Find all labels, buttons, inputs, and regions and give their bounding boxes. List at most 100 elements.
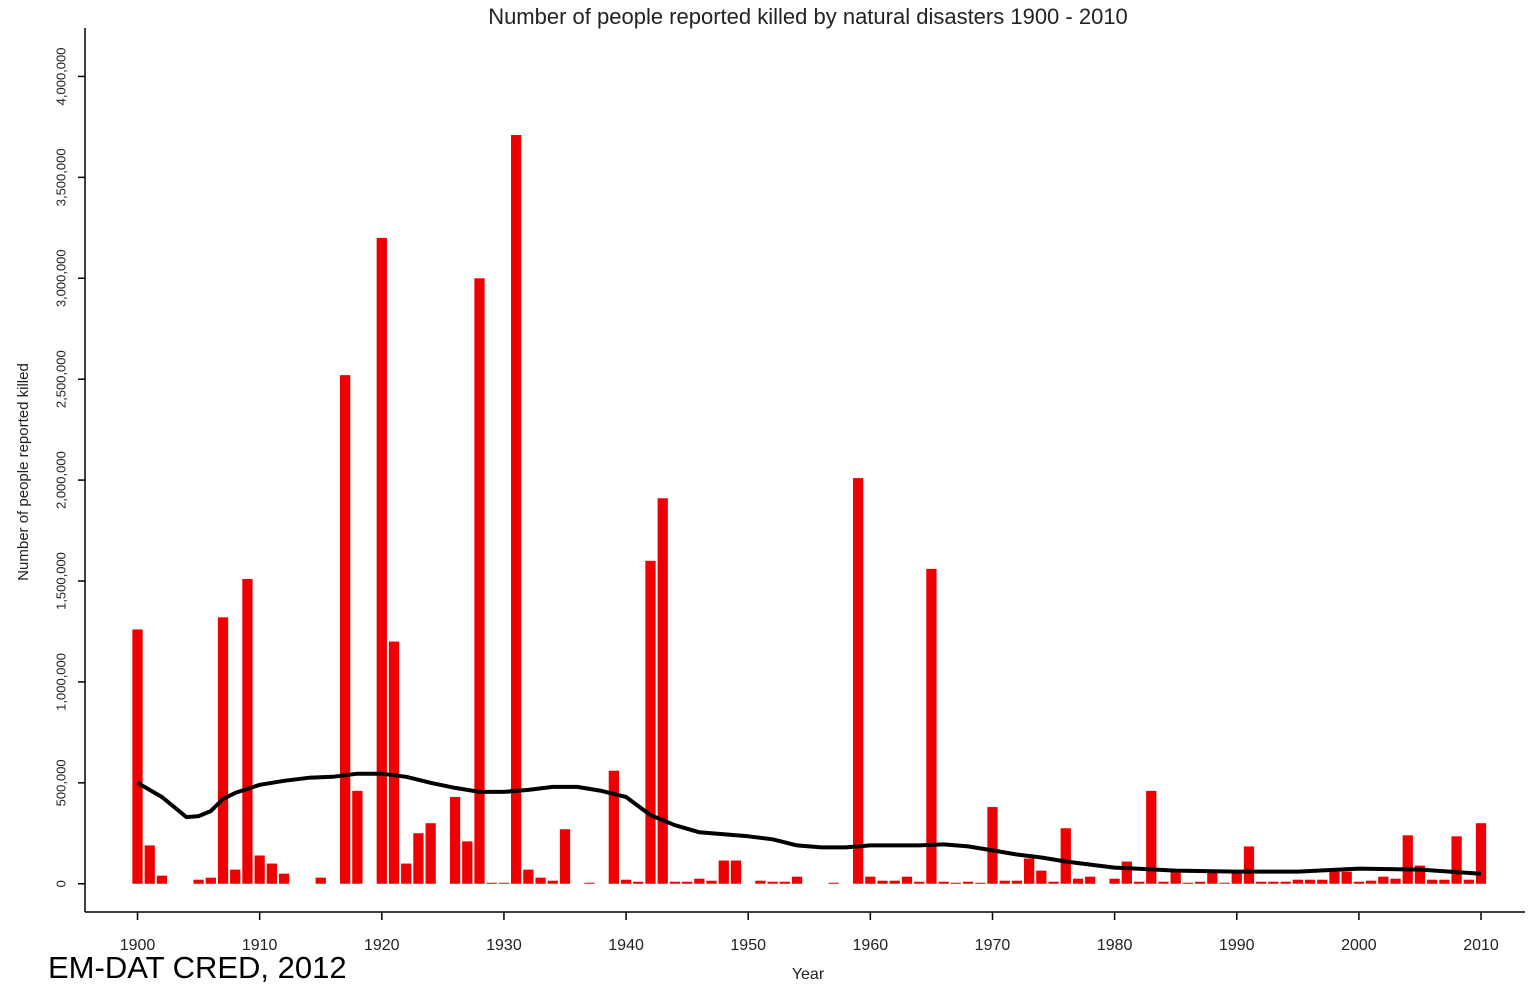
y-tick-label: 2,500,000 xyxy=(53,350,68,408)
bar xyxy=(242,578,253,884)
bar xyxy=(1133,881,1145,884)
bar xyxy=(401,863,412,884)
y-tick-label: 3,500,000 xyxy=(53,148,68,206)
bar xyxy=(425,823,436,884)
bar xyxy=(1292,879,1303,884)
bar xyxy=(779,881,790,884)
x-tick-label: 2010 xyxy=(1463,937,1499,954)
bar xyxy=(828,882,839,884)
bar xyxy=(547,880,558,884)
bar xyxy=(975,882,986,884)
bar xyxy=(853,478,864,884)
bar xyxy=(1085,876,1096,884)
trend-line xyxy=(136,771,1482,876)
bar xyxy=(217,617,229,884)
y-tick-label: 500,000 xyxy=(53,759,68,806)
x-tick-label: 1970 xyxy=(975,937,1011,954)
y-tick-label: 4,000,000 xyxy=(53,48,68,106)
bar xyxy=(1365,880,1377,884)
bar xyxy=(340,375,351,884)
bar xyxy=(791,876,803,884)
bar xyxy=(535,877,546,884)
x-tick-label: 2000 xyxy=(1341,937,1377,954)
bar xyxy=(1378,876,1389,884)
bar xyxy=(278,873,290,884)
bar xyxy=(1390,878,1401,884)
y-tick-label: 1,000,000 xyxy=(53,653,68,711)
y-tick-label: 3,000,000 xyxy=(53,249,68,307)
bar xyxy=(1353,881,1365,884)
source-note: EM-DAT CRED, 2012 xyxy=(48,950,347,985)
bar xyxy=(486,882,497,884)
bar xyxy=(559,829,571,884)
bar xyxy=(1231,871,1242,884)
bar xyxy=(1060,828,1071,884)
x-tick-label: 1940 xyxy=(608,937,644,954)
bar xyxy=(962,881,974,884)
bar xyxy=(1268,881,1279,884)
bar xyxy=(413,833,424,884)
bar xyxy=(1170,871,1181,884)
bar xyxy=(193,879,204,884)
bar xyxy=(950,882,961,884)
bar xyxy=(730,860,742,884)
bar xyxy=(1158,881,1169,884)
bar xyxy=(645,560,656,884)
bar xyxy=(474,278,485,884)
x-axis-label: Year xyxy=(792,966,825,983)
bar xyxy=(449,796,461,884)
bar xyxy=(755,880,766,884)
y-tick-label: 0 xyxy=(53,880,68,887)
bar xyxy=(1280,881,1291,884)
bar xyxy=(682,881,693,884)
bar xyxy=(1182,882,1194,884)
bar xyxy=(767,881,778,884)
y-axis-label: Number of people reported killed xyxy=(15,363,32,581)
bar xyxy=(352,790,363,884)
bar xyxy=(511,134,522,884)
bar xyxy=(315,877,326,884)
bar xyxy=(865,876,876,884)
bar xyxy=(1219,882,1230,884)
bar xyxy=(1329,871,1340,884)
bar xyxy=(926,568,937,884)
bar xyxy=(1439,879,1450,884)
bar xyxy=(1427,879,1438,884)
x-tick-label: 1990 xyxy=(1219,937,1255,954)
bar xyxy=(1023,858,1035,884)
bar xyxy=(1011,880,1023,884)
x-tick-label: 1910 xyxy=(242,937,278,954)
bar xyxy=(901,876,913,884)
bar xyxy=(706,880,717,884)
bar xyxy=(1317,879,1328,884)
bar xyxy=(1146,790,1157,884)
bar xyxy=(914,881,925,884)
bar xyxy=(1304,879,1316,884)
x-tick-label: 1950 xyxy=(730,937,766,954)
bar xyxy=(620,879,632,884)
bar xyxy=(462,841,473,884)
bar xyxy=(523,869,534,884)
bar xyxy=(1402,835,1413,884)
bar xyxy=(254,855,265,884)
bar xyxy=(1256,881,1267,884)
x-tick-label: 1980 xyxy=(1097,937,1133,954)
bar xyxy=(230,869,241,884)
y-tick-label: 1,500,000 xyxy=(53,552,68,610)
x-tick-label: 1900 xyxy=(120,937,156,954)
bar xyxy=(388,641,400,884)
bar xyxy=(633,881,644,884)
bar xyxy=(144,845,155,884)
bar xyxy=(1341,871,1352,884)
bar xyxy=(669,881,681,884)
bar xyxy=(205,877,216,884)
bar xyxy=(1463,879,1474,884)
bar xyxy=(1451,836,1462,884)
bar xyxy=(608,770,619,884)
bar xyxy=(1243,846,1255,884)
bar xyxy=(156,875,168,884)
x-tick-label: 1920 xyxy=(364,937,400,954)
bar xyxy=(1194,881,1206,884)
bar xyxy=(1207,872,1218,884)
bar xyxy=(694,878,705,884)
